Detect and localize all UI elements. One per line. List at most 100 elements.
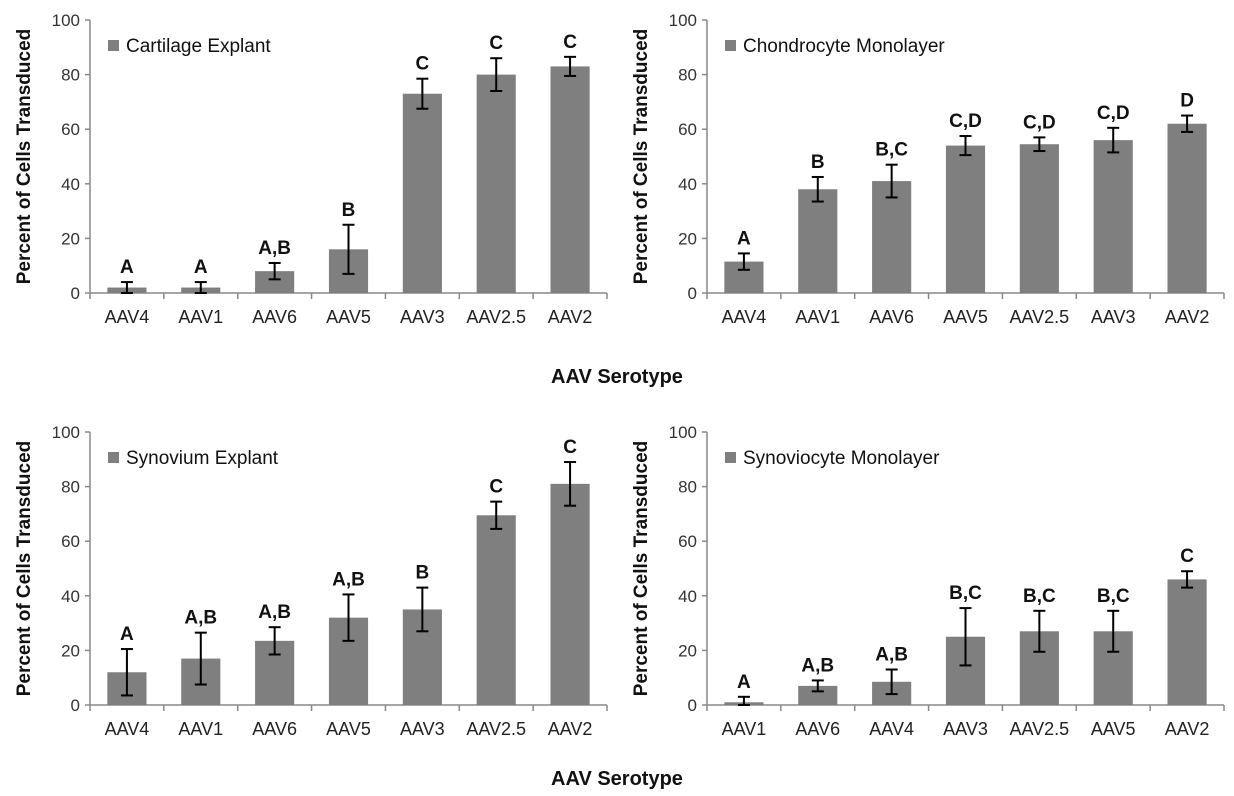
chart-chondrocyte-monolayer: Percent of Cells Transduced 0 20 40 60 80 100 A… <box>617 0 1234 360</box>
chart-svg: Percent of Cells Transduced 0 20 40 60 80 100 A… <box>14 11 608 327</box>
bar <box>1167 123 1207 294</box>
bar <box>798 685 838 705</box>
x-tick-label: AAV2 <box>548 719 593 739</box>
y-tick-label: 40 <box>678 175 697 194</box>
y-tick-label: 40 <box>61 175 80 194</box>
y-tick-label: 100 <box>52 11 80 30</box>
y-tick-label: 80 <box>61 478 80 497</box>
x-tick-label: AAV4 <box>105 719 150 739</box>
x-tick-label: AAV3 <box>400 719 445 739</box>
significance-label: A <box>120 257 134 278</box>
y-tick-label: 80 <box>678 478 697 497</box>
y-tick-label: 80 <box>678 66 697 85</box>
significance-label: B,C <box>875 140 908 161</box>
x-tick-label: AAV6 <box>795 719 840 739</box>
x-axis-group-label-top: AAV Serotype <box>551 366 683 388</box>
bar <box>550 483 590 705</box>
bar <box>550 66 590 293</box>
significance-label: A,B <box>875 645 908 666</box>
y-tick-label: 60 <box>678 120 697 139</box>
y-tick-label: 0 <box>688 696 697 715</box>
x-tick-label: AAV1 <box>795 307 840 327</box>
y-tick-label: 100 <box>669 423 697 442</box>
significance-label: C <box>563 437 577 458</box>
significance-label: C <box>415 54 429 75</box>
x-tick-label: AAV5 <box>1091 719 1136 739</box>
significance-label: A <box>194 257 208 278</box>
significance-label: C <box>489 33 503 54</box>
significance-label: B <box>811 152 825 173</box>
x-tick-label: AAV5 <box>943 307 988 327</box>
y-tick-label: 0 <box>71 284 80 303</box>
chart-synoviocyte-monolayer: Percent of Cells Transduced 0 20 40 60 80 100 A… <box>617 412 1234 772</box>
y-tick-label: 0 <box>71 696 80 715</box>
bar <box>1167 579 1207 705</box>
y-tick-label: 60 <box>61 532 80 551</box>
chart-cartilage-explant: Percent of Cells Transduced 0 20 40 60 80 100 A… <box>0 0 617 360</box>
x-tick-label: AAV3 <box>400 307 445 327</box>
significance-label: A,B <box>258 238 291 259</box>
legend-label: Synovium Explant <box>126 448 279 469</box>
x-tick-label: AAV6 <box>252 719 297 739</box>
significance-label: C,D <box>1097 103 1130 124</box>
y-tick-label: 100 <box>52 423 80 442</box>
x-tick-label: AAV6 <box>869 307 914 327</box>
x-tick-label: AAV2.5 <box>1009 307 1069 327</box>
bar <box>945 145 986 293</box>
x-tick-label: AAV5 <box>326 307 371 327</box>
y-axis-title: Percent of Cells Transduced <box>14 441 35 697</box>
x-tick-label: AAV1 <box>722 719 767 739</box>
significance-label: C <box>1180 546 1194 567</box>
legend-swatch <box>725 40 736 51</box>
x-tick-label: AAV2 <box>1165 307 1210 327</box>
significance-label: A,B <box>184 608 217 629</box>
bar <box>1093 140 1133 293</box>
legend-label: Chondrocyte Monolayer <box>743 36 945 57</box>
significance-label: B <box>415 563 429 584</box>
x-tick-label: AAV2.5 <box>1009 719 1069 739</box>
x-tick-label: AAV4 <box>869 719 914 739</box>
bar <box>255 271 295 293</box>
significance-label: A,B <box>258 602 291 623</box>
x-tick-label: AAV4 <box>105 307 150 327</box>
significance-label: A <box>737 672 751 693</box>
x-tick-label: AAV2.5 <box>466 719 526 739</box>
significance-label: B,C <box>1023 586 1056 607</box>
significance-label: B,C <box>949 583 982 604</box>
legend-swatch <box>108 452 119 463</box>
x-tick-label: AAV2.5 <box>466 307 526 327</box>
y-tick-label: 100 <box>669 11 697 30</box>
legend-label: Synoviocyte Monolayer <box>743 448 940 469</box>
chart-svg: Percent of Cells Transduced 0 20 40 60 80 100 A… <box>14 423 608 739</box>
x-tick-label: AAV1 <box>178 719 223 739</box>
y-axis-title: Percent of Cells Transduced <box>631 29 652 285</box>
y-tick-label: 0 <box>688 284 697 303</box>
significance-label: C,D <box>1023 112 1056 133</box>
chart-synovium-explant: Percent of Cells Transduced 0 20 40 60 80 100 A… <box>0 412 617 772</box>
legend-swatch <box>725 452 736 463</box>
bar <box>476 74 516 293</box>
significance-label: A,B <box>801 655 834 676</box>
y-axis-title: Percent of Cells Transduced <box>631 441 652 697</box>
significance-label: A <box>120 624 134 645</box>
significance-label: D <box>1180 91 1194 112</box>
x-tick-label: AAV3 <box>1091 307 1136 327</box>
x-tick-label: AAV6 <box>252 307 297 327</box>
legend-swatch <box>108 40 119 51</box>
bar <box>1019 144 1059 293</box>
chart-svg: Percent of Cells Transduced 0 20 40 60 80 100 A… <box>631 423 1225 739</box>
bar <box>476 515 516 705</box>
y-axis-title: Percent of Cells Transduced <box>14 29 35 285</box>
significance-label: C <box>489 477 503 498</box>
y-tick-label: 40 <box>678 587 697 606</box>
y-tick-label: 20 <box>61 229 80 248</box>
y-tick-label: 20 <box>678 641 697 660</box>
y-tick-label: 20 <box>678 229 697 248</box>
y-tick-label: 60 <box>61 120 80 139</box>
bar <box>872 181 912 293</box>
x-tick-label: AAV2 <box>1165 719 1210 739</box>
y-tick-label: 20 <box>61 641 80 660</box>
significance-label: A <box>737 228 751 249</box>
x-tick-label: AAV1 <box>178 307 223 327</box>
x-tick-label: AAV5 <box>326 719 371 739</box>
